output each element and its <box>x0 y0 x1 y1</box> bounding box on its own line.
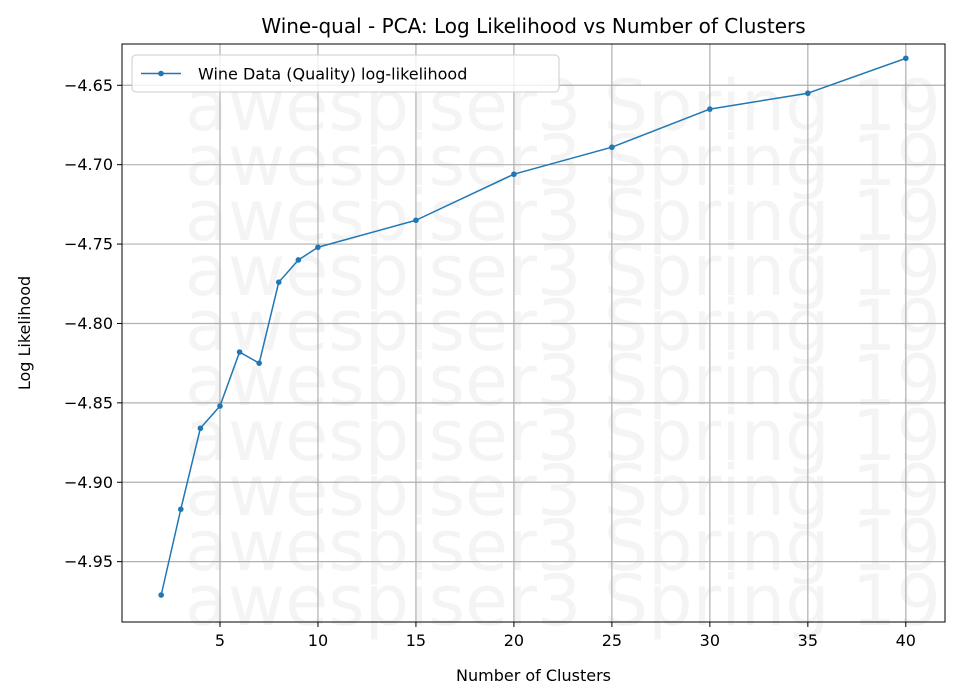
legend-point-marker <box>158 70 164 77</box>
x-tick-label: 10 <box>308 631 328 650</box>
y-tick-label: −4.95 <box>64 552 113 571</box>
data-point <box>217 403 223 409</box>
watermark-text: awespiser3 Spring 19 <box>185 340 941 422</box>
chart-title: Wine-qual - PCA: Log Likelihood vs Numbe… <box>261 14 805 38</box>
y-tick-label: −4.75 <box>64 235 113 254</box>
y-axis: −4.95 −4.90 −4.85 −4.80 −4.75 −4.70 −4.65 <box>64 76 122 571</box>
watermark-text: awespiser3 Spring 19 <box>185 395 941 477</box>
y-tick-label: −4.70 <box>64 155 113 174</box>
x-axis: 5 10 15 20 25 30 35 40 <box>215 622 916 650</box>
data-point <box>158 592 164 598</box>
grid <box>122 44 945 622</box>
data-point <box>903 55 909 62</box>
x-tick-label: 30 <box>700 631 720 650</box>
data-point <box>197 425 204 432</box>
y-tick-label: −4.80 <box>64 314 113 333</box>
y-tick-label: −4.65 <box>64 76 113 95</box>
data-point <box>275 279 282 285</box>
legend-box <box>131 54 560 93</box>
data-point <box>295 257 302 263</box>
series-layer <box>158 55 909 598</box>
legend: Wine Data (Quality) log-likelihood <box>131 54 560 93</box>
x-tick-label: 15 <box>406 631 426 650</box>
data-point <box>609 144 615 151</box>
x-tick-label: 20 <box>504 631 524 650</box>
data-point <box>236 349 243 355</box>
data-point <box>315 244 321 251</box>
watermark-text: awespiser3 Spring 19 <box>185 285 941 367</box>
legend-entry-label: Wine Data (Quality) log-likelihood <box>198 65 467 84</box>
data-point <box>805 90 811 97</box>
data-point <box>413 217 419 224</box>
x-tick-label: 35 <box>798 631 818 650</box>
watermark-text: awespiser3 Spring 19 <box>185 560 941 642</box>
x-tick-label: 5 <box>215 631 225 650</box>
x-tick-label: 25 <box>602 631 622 650</box>
plot-frame <box>121 43 946 623</box>
x-axis-label: Number of Clusters <box>456 666 611 685</box>
y-axis-label: Log Likelihood <box>15 276 34 390</box>
y-tick-label: −4.85 <box>64 393 113 412</box>
watermark-text: awespiser3 Spring 19 <box>185 175 941 257</box>
data-point <box>707 106 713 112</box>
data-point <box>511 171 517 178</box>
watermark-text: awespiser3 Spring 19 <box>185 450 941 532</box>
data-point <box>177 506 184 513</box>
x-tick-label: 40 <box>896 631 916 650</box>
watermark-text: awespiser3 Spring 19 <box>185 505 941 587</box>
data-point <box>256 360 262 366</box>
y-tick-label: −4.90 <box>64 473 113 492</box>
